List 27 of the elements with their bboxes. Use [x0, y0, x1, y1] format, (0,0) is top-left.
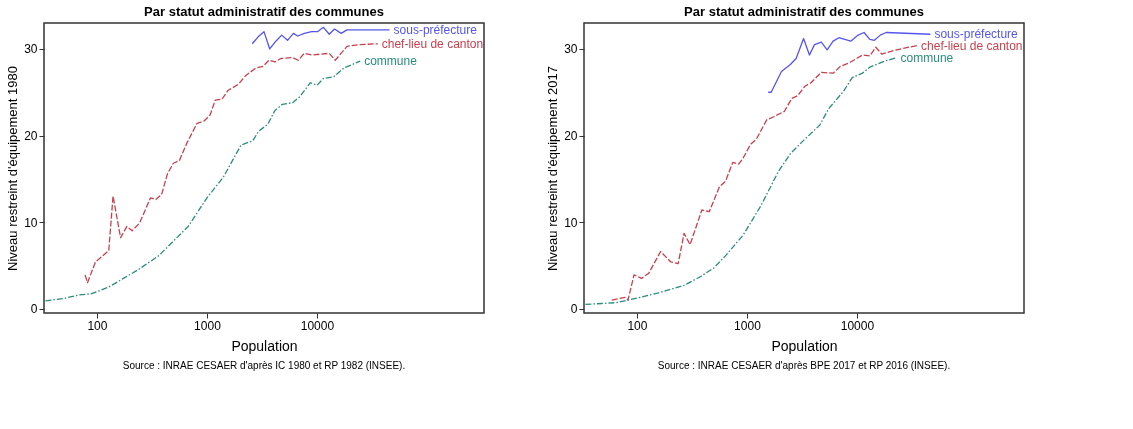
- x-tick-label: 10000: [300, 318, 335, 333]
- series-label: commune: [364, 54, 418, 69]
- y-tick-label: 20: [24, 129, 38, 144]
- source-note: Source : INRAE CESAER d'après BPE 2017 et RP 2016 (INSEE).: [657, 360, 951, 371]
- x-tick-label: 100: [87, 318, 108, 333]
- y-axis-title: Niveau restreint d'équipement 1980: [5, 66, 21, 271]
- x-tick-label: 1000: [194, 318, 222, 333]
- y-tick-label: 0: [30, 302, 38, 317]
- series-label: commune: [900, 50, 954, 65]
- series-label: sous-préfecture: [934, 27, 1019, 42]
- chart-title: Par statut administratif des communes: [684, 4, 924, 19]
- series-label: sous-préfecture: [393, 22, 478, 37]
- y-tick-label: 10: [564, 215, 578, 230]
- x-tick-label: 1000: [734, 318, 762, 333]
- y-tick-label: 0: [570, 302, 578, 317]
- y-tick-label: 20: [564, 129, 578, 144]
- x-tick-label: 10000: [840, 318, 875, 333]
- x-axis-title: Population: [771, 337, 838, 354]
- y-tick-label: 30: [564, 42, 578, 57]
- chart-title: Par statut administratif des communes: [144, 4, 384, 19]
- x-tick-label: 100: [627, 318, 648, 333]
- x-axis-title: Population: [231, 337, 298, 354]
- series-label: chef-lieu de canton: [381, 36, 484, 51]
- source-note: Source : INRAE CESAER d'après IC 1980 et RP 1982 (INSEE).: [122, 360, 406, 371]
- y-tick-label: 10: [24, 215, 38, 230]
- y-axis-title: Niveau restreint d'équipement 2017: [545, 66, 561, 271]
- y-tick-label: 30: [24, 42, 38, 57]
